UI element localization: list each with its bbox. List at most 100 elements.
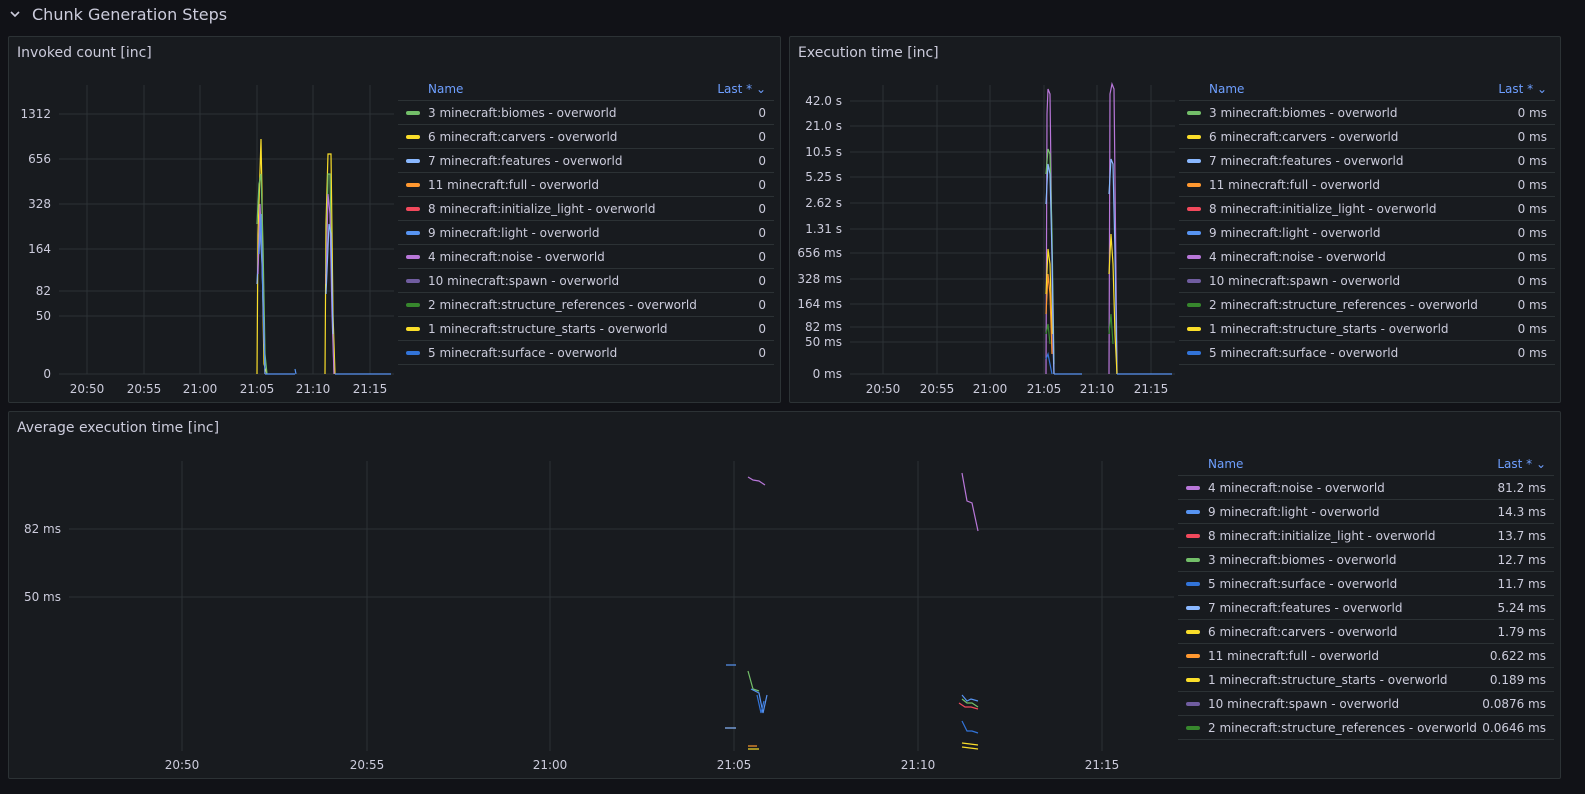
legend-item-value: 0.189 ms bbox=[1489, 672, 1546, 687]
average-execution-time-chart[interactable]: 82 ms 50 ms 20:50 20:55 21:00 21:05 21:10 21:15 bbox=[9, 444, 1174, 780]
chevron-down-icon[interactable] bbox=[8, 7, 22, 21]
legend-item[interactable]: 9 minecraft:light - overworld 0 bbox=[398, 221, 774, 245]
legend-item[interactable]: 7 minecraft:features - overworld 0 bbox=[398, 149, 774, 173]
legend-item[interactable]: 6 minecraft:carvers - overworld 0 bbox=[398, 125, 774, 149]
legend-last-header[interactable]: Last * ⌄ bbox=[717, 81, 766, 96]
legend-header: Name Last * ⌄ bbox=[398, 77, 774, 101]
legend-name-header[interactable]: Name bbox=[1208, 456, 1244, 471]
legend-item[interactable]: 4 minecraft:noise - overworld 0 ms bbox=[1179, 245, 1555, 269]
legend-item-label: 7 minecraft:features - overworld bbox=[1209, 153, 1404, 168]
series-color-swatch bbox=[1187, 278, 1201, 283]
series-line bbox=[961, 694, 979, 702]
legend-item[interactable]: 6 minecraft:carvers - overworld 0 ms bbox=[1179, 125, 1555, 149]
legend-item[interactable]: 11 minecraft:full - overworld 0 ms bbox=[1179, 173, 1555, 197]
y-tick-label: 50 bbox=[36, 309, 51, 323]
series-line bbox=[1108, 233, 1118, 375]
legend-item[interactable]: 3 minecraft:biomes - overworld 0 ms bbox=[1179, 101, 1555, 125]
series-color-swatch bbox=[1186, 581, 1200, 586]
panel-title[interactable]: Average execution time [inc] bbox=[17, 420, 220, 436]
series-line bbox=[325, 223, 334, 335]
legend-item-label: 8 minecraft:initialize_light - overworld bbox=[1209, 201, 1437, 216]
y-tick-label: 10.5 s bbox=[805, 145, 842, 159]
legend-item-value: 0 ms bbox=[1517, 297, 1547, 312]
series-line bbox=[750, 688, 768, 714]
x-tick-label: 21:00 bbox=[533, 758, 568, 772]
legend-item-value: 0 bbox=[758, 345, 766, 360]
x-tick-label: 21:10 bbox=[901, 758, 936, 772]
legend-name-header[interactable]: Name bbox=[1209, 81, 1245, 96]
series-color-swatch bbox=[406, 302, 420, 307]
x-tick-label: 21:05 bbox=[717, 758, 752, 772]
y-tick-label: 82 ms bbox=[24, 522, 61, 536]
series-color-swatch bbox=[1186, 485, 1200, 490]
legend-item-label: 1 minecraft:structure_starts - overworld bbox=[1208, 672, 1448, 687]
legend-item-value: 0 ms bbox=[1517, 153, 1547, 168]
legend-item-label: 1 minecraft:structure_starts - overworld bbox=[428, 321, 668, 336]
legend-item[interactable]: 1 minecraft:structure_starts - overworld… bbox=[398, 317, 774, 341]
legend-item[interactable]: 8 minecraft:initialize_light - overworld… bbox=[1179, 197, 1555, 221]
legend-item[interactable]: 1 minecraft:structure_starts - overworld… bbox=[1179, 317, 1555, 341]
legend-last-header[interactable]: Last * ⌄ bbox=[1497, 456, 1546, 471]
legend-item-label: 7 minecraft:features - overworld bbox=[1208, 600, 1403, 615]
legend-item[interactable]: 8 minecraft:initialize_light - overworld… bbox=[1178, 524, 1554, 548]
legend-item[interactable]: 4 minecraft:noise - overworld 81.2 ms bbox=[1178, 476, 1554, 500]
legend-item[interactable]: 5 minecraft:surface - overworld 0 bbox=[398, 341, 774, 365]
average-execution-time-panel: Average execution time [inc] 82 ms 50 ms 2… bbox=[8, 411, 1561, 779]
x-tick-label: 21:00 bbox=[973, 382, 1008, 396]
legend-item[interactable]: 10 minecraft:spawn - overworld 0 bbox=[398, 269, 774, 293]
legend-item[interactable]: 2 minecraft:structure_references - overw… bbox=[398, 293, 774, 317]
legend-item[interactable]: 2 minecraft:structure_references - overw… bbox=[1179, 293, 1555, 317]
series-color-swatch bbox=[406, 182, 420, 187]
x-tick-label: 20:50 bbox=[165, 758, 200, 772]
legend-item-label: 6 minecraft:carvers - overworld bbox=[428, 129, 618, 144]
series-line bbox=[961, 746, 979, 750]
execution-time-chart[interactable]: 42.0 s 21.0 s 10.5 s 5.25 s 2.62 s 1.31 s 656 … bbox=[790, 69, 1175, 404]
legend-item-value: 1.79 ms bbox=[1497, 624, 1546, 639]
legend-item[interactable]: 2 minecraft:structure_references - overw… bbox=[1178, 716, 1554, 740]
y-tick-label: 656 bbox=[28, 152, 51, 166]
legend-item-value: 0 bbox=[758, 129, 766, 144]
legend-item-value: 0 bbox=[758, 249, 766, 264]
legend-item-value: 0.622 ms bbox=[1489, 648, 1546, 663]
legend-item[interactable]: 5 minecraft:surface - overworld 11.7 ms bbox=[1178, 572, 1554, 596]
series-color-swatch bbox=[1186, 509, 1200, 514]
legend-item-label: 4 minecraft:noise - overworld bbox=[1208, 480, 1385, 495]
x-tick-label: 20:55 bbox=[127, 382, 162, 396]
panel-title[interactable]: Invoked count [inc] bbox=[17, 45, 152, 61]
x-tick-label: 21:15 bbox=[1085, 758, 1120, 772]
legend-item[interactable]: 9 minecraft:light - overworld 0 ms bbox=[1179, 221, 1555, 245]
series-line bbox=[961, 742, 979, 746]
legend-item[interactable]: 7 minecraft:features - overworld 0 ms bbox=[1179, 149, 1555, 173]
invoked-count-chart[interactable]: 1312 656 328 164 82 50 0 20:50 20:55 21:00 21:05 21… bbox=[9, 69, 394, 404]
legend-name-header[interactable]: Name bbox=[428, 81, 464, 96]
legend-item[interactable]: 8 minecraft:initialize_light - overworld… bbox=[398, 197, 774, 221]
x-tick-label: 20:55 bbox=[350, 758, 385, 772]
legend-item[interactable]: 11 minecraft:full - overworld 0 bbox=[398, 173, 774, 197]
y-tick-label: 82 ms bbox=[805, 320, 842, 334]
legend-header: Name Last * ⌄ bbox=[1179, 77, 1555, 101]
legend-item[interactable]: 3 minecraft:biomes - overworld 12.7 ms bbox=[1178, 548, 1554, 572]
legend-item[interactable]: 1 minecraft:structure_starts - overworld… bbox=[1178, 668, 1554, 692]
series-color-swatch bbox=[1186, 557, 1200, 562]
legend-item[interactable]: 7 minecraft:features - overworld 5.24 ms bbox=[1178, 596, 1554, 620]
legend-item[interactable]: 5 minecraft:surface - overworld 0 ms bbox=[1179, 341, 1555, 365]
y-tick-label: 656 ms bbox=[797, 246, 842, 260]
legend-item-label: 1 minecraft:structure_starts - overworld bbox=[1209, 321, 1449, 336]
legend-last-header[interactable]: Last * ⌄ bbox=[1498, 81, 1547, 96]
legend-item-value: 12.7 ms bbox=[1497, 552, 1546, 567]
grid bbox=[69, 461, 1174, 751]
legend-item[interactable]: 10 minecraft:spawn - overworld 0.0876 ms bbox=[1178, 692, 1554, 716]
series-line bbox=[958, 702, 979, 710]
legend-item[interactable]: 11 minecraft:full - overworld 0.622 ms bbox=[1178, 644, 1554, 668]
legend-item[interactable]: 4 minecraft:noise - overworld 0 bbox=[398, 245, 774, 269]
legend-item-label: 10 minecraft:spawn - overworld bbox=[1209, 273, 1401, 288]
row-header[interactable]: Chunk Generation Steps bbox=[8, 0, 227, 28]
legend-item[interactable]: 6 minecraft:carvers - overworld 1.79 ms bbox=[1178, 620, 1554, 644]
legend-item[interactable]: 9 minecraft:light - overworld 14.3 ms bbox=[1178, 500, 1554, 524]
legend-item[interactable]: 10 minecraft:spawn - overworld 0 ms bbox=[1179, 269, 1555, 293]
legend-item[interactable]: 3 minecraft:biomes - overworld 0 bbox=[398, 101, 774, 125]
legend-item-label: 3 minecraft:biomes - overworld bbox=[1209, 105, 1398, 120]
y-tick-label: 42.0 s bbox=[805, 94, 842, 108]
panel-title[interactable]: Execution time [inc] bbox=[798, 45, 939, 61]
legend-item-label: 3 minecraft:biomes - overworld bbox=[428, 105, 617, 120]
